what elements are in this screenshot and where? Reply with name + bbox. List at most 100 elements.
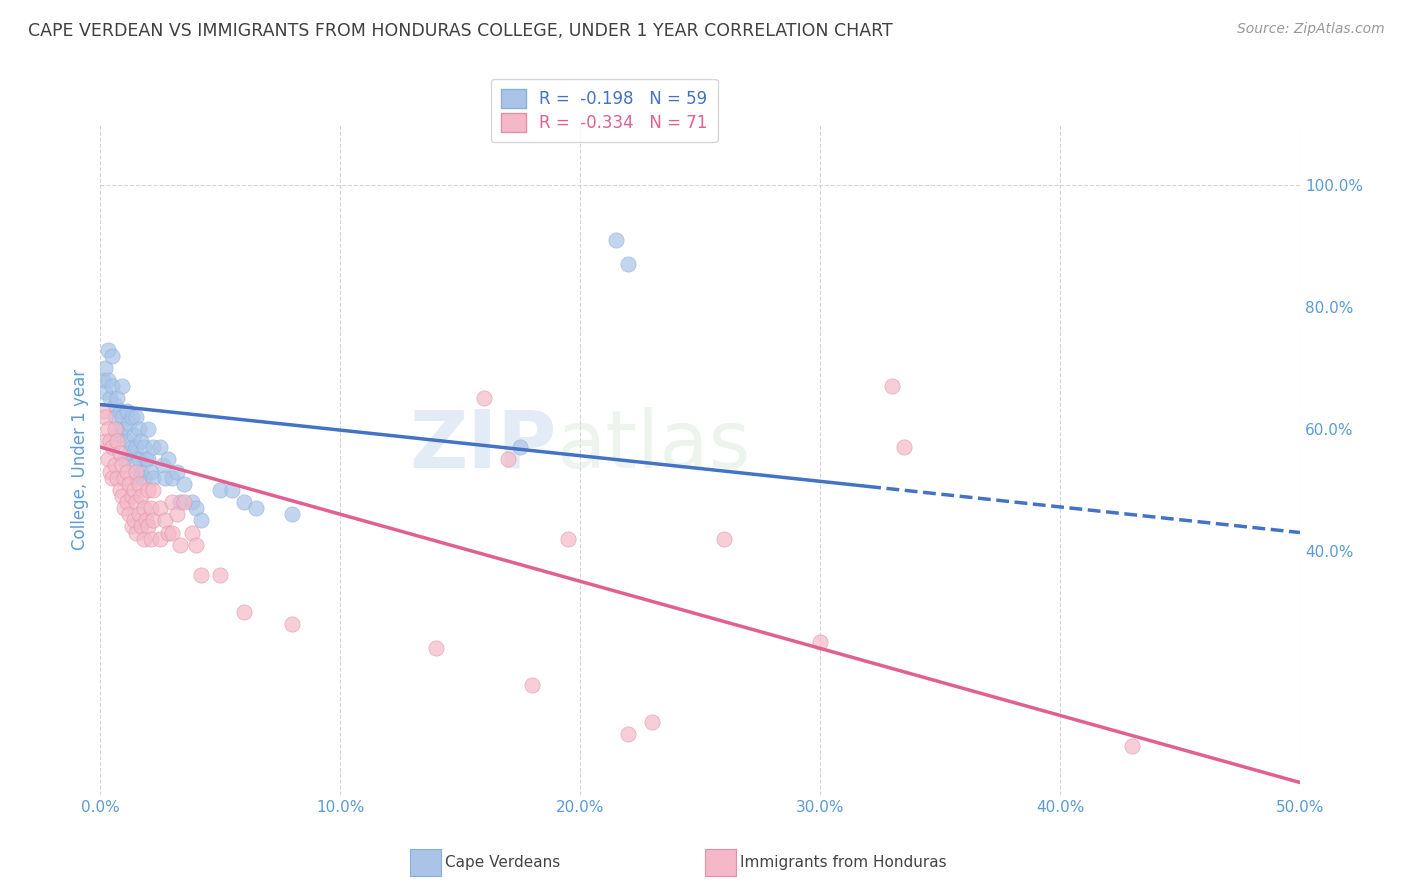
Point [111,379,134,393]
Point [617,727,640,741]
Point [108,403,131,417]
Point [149,501,172,516]
Point [111,458,134,473]
Point [101,471,124,485]
Y-axis label: College, Under 1 year: College, Under 1 year [72,368,89,550]
Point [111,489,134,503]
Point [98,434,121,448]
Point [173,495,195,509]
Point [94,409,117,424]
Point [128,508,150,522]
Point [169,495,191,509]
Point [125,409,148,424]
Point [128,422,150,436]
Point [94,434,117,448]
Point [101,349,124,363]
Point [142,483,165,497]
Point [121,489,143,503]
Point [641,714,664,729]
Point [129,465,152,479]
Point [190,568,212,582]
Point [557,532,579,546]
Point [112,422,135,436]
Point [91,373,114,387]
Point [173,476,195,491]
Point [149,532,172,546]
Point [96,343,118,357]
Point [121,440,143,454]
Point [98,392,121,406]
Point [105,471,128,485]
Text: CAPE VERDEAN VS IMMIGRANTS FROM HONDURAS COLLEGE, UNDER 1 YEAR CORRELATION CHART: CAPE VERDEAN VS IMMIGRANTS FROM HONDURAS… [28,22,893,40]
Point [115,495,138,509]
Point [112,452,135,467]
Point [135,513,157,527]
Point [108,428,131,442]
Point [98,465,121,479]
Point [156,525,179,540]
Point [125,465,148,479]
Point [221,483,243,497]
Point [138,519,160,533]
Point [281,508,304,522]
Point [96,452,118,467]
Point [101,379,124,393]
Point [125,440,148,454]
Point [142,513,165,527]
Point [509,440,531,454]
Point [122,513,145,527]
Point [129,519,152,533]
Point [186,501,208,516]
Point [190,513,212,527]
Point [122,458,145,473]
Point [101,440,124,454]
Text: Cape Verdeans: Cape Verdeans [444,855,560,870]
Point [1121,739,1143,753]
Text: ZIP: ZIP [409,407,557,485]
Point [118,446,141,460]
Point [118,508,141,522]
Point [162,471,184,485]
Legend: R =  -0.198   N = 59, R =  -0.334   N = 71: R = -0.198 N = 59, R = -0.334 N = 71 [491,78,717,142]
Point [156,452,179,467]
Point [162,495,184,509]
Point [138,483,160,497]
Point [132,440,155,454]
Point [91,403,114,417]
Point [169,538,191,552]
Point [233,605,256,619]
Point [149,440,172,454]
Point [152,458,174,473]
Point [808,635,831,649]
Point [121,409,143,424]
Point [132,501,155,516]
Point [142,440,165,454]
Text: atlas: atlas [557,407,751,485]
Point [142,471,165,485]
Point [128,452,150,467]
Text: Immigrants from Honduras: Immigrants from Honduras [740,855,946,870]
Point [139,532,162,546]
Point [162,525,184,540]
Point [129,434,152,448]
Point [209,483,232,497]
Point [105,392,128,406]
Point [893,440,915,454]
Point [104,409,127,424]
Point [108,483,131,497]
Point [153,513,176,527]
Point [186,538,208,552]
Point [153,471,176,485]
Point [180,495,202,509]
Point [104,397,127,411]
Point [108,446,131,460]
Point [115,465,138,479]
Point [122,483,145,497]
Point [125,525,148,540]
Point [139,501,162,516]
Point [94,385,117,400]
Point [104,458,127,473]
Point [96,373,118,387]
Point [132,532,155,546]
Point [522,678,544,692]
